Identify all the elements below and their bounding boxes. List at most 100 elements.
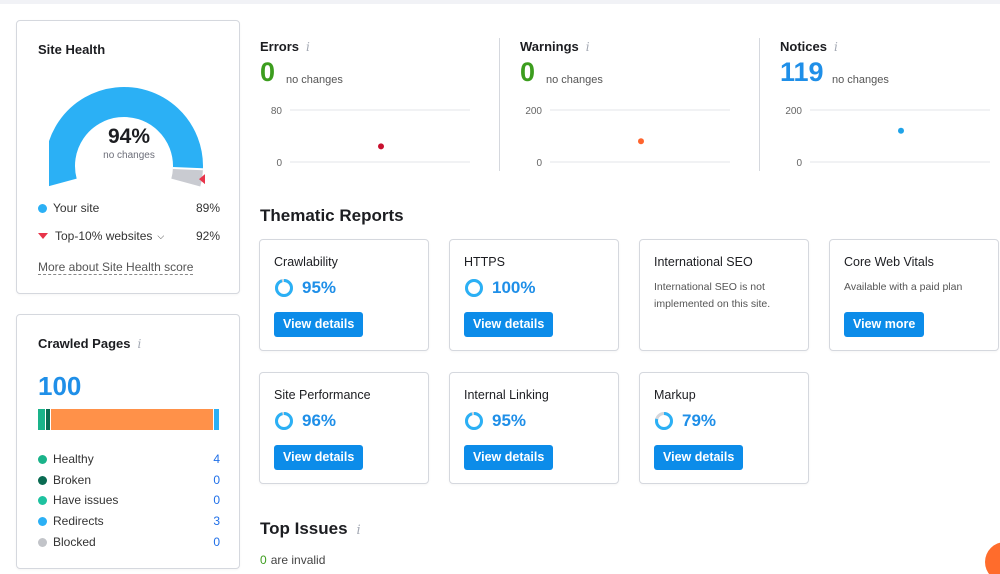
info-icon[interactable]: i <box>833 40 838 54</box>
report-score: 100% <box>464 277 535 299</box>
crawled-pages-title: Crawled Pages i <box>38 336 141 351</box>
top-issues-title-text: Top Issues <box>260 519 348 538</box>
crawl-row-count[interactable]: 3 <box>213 514 220 528</box>
info-icon[interactable]: i <box>137 337 142 351</box>
progress-ring-icon <box>275 412 293 430</box>
metric-title-text: Errors <box>260 39 300 54</box>
bar-segment <box>214 409 220 430</box>
site-health-card: Site Health 94% no changes Your site 89%… <box>16 20 240 294</box>
crawl-row-count[interactable]: 0 <box>213 535 220 549</box>
axis-tick-label: 0 <box>536 158 542 169</box>
report-card-core-web-vitals: Core Web Vitals Available with a paid pl… <box>829 239 999 351</box>
notices-sub: no changes <box>832 74 889 86</box>
crawled-pages-total[interactable]: 100 <box>38 371 82 401</box>
legend-your-site-value: 89% <box>195 201 220 215</box>
legend-your-site: Your site 89% <box>38 201 220 217</box>
legend-top10-value: 92% <box>195 229 220 243</box>
your-site-dot-icon <box>38 204 47 213</box>
view-details-button[interactable]: View details <box>274 445 364 470</box>
view-details-button[interactable]: View details <box>274 312 364 337</box>
info-icon[interactable]: i <box>306 40 310 54</box>
report-card-markup: Markup 79% View details <box>639 372 809 484</box>
report-card-https: HTTPS 100% View details <box>449 239 619 351</box>
axis-tick-label: 0 <box>796 158 802 169</box>
axis-tick-label: 0 <box>276 158 282 169</box>
crawl-row-count[interactable]: 0 <box>213 473 220 487</box>
legend-top10-label[interactable]: Top-10% websites <box>55 229 153 243</box>
report-score: 95% <box>274 277 336 299</box>
legend-top10[interactable]: Top-10% websites ⌵ 92% <box>38 229 220 245</box>
report-note: Available with a paid plan <box>844 281 963 293</box>
trend-point <box>898 127 904 134</box>
report-card-internal-linking: Internal Linking 95% View details <box>449 372 619 484</box>
have-issues-dot-icon <box>38 496 47 505</box>
gauge-your-site-arc <box>49 87 203 187</box>
view-details-button[interactable]: View details <box>654 445 744 470</box>
ring-progress <box>275 279 293 297</box>
report-pct: 95% <box>302 278 337 297</box>
view-details-button[interactable]: View details <box>464 312 554 337</box>
notices-value[interactable]: 119 <box>780 57 824 87</box>
crawled-pages-bar <box>38 409 220 430</box>
crawl-row-label: Broken <box>53 473 92 487</box>
issues-note-text: are invalid <box>270 553 326 567</box>
report-note: International SEO is not implemented on … <box>654 281 771 310</box>
info-icon[interactable]: i <box>585 40 590 54</box>
crawl-row-count[interactable]: 4 <box>213 452 220 466</box>
chevron-down-icon[interactable]: ⌵ <box>157 231 165 241</box>
report-card-crawlability: Crawlability 95% View details <box>259 239 429 351</box>
report-title: Crawlability <box>274 255 338 269</box>
progress-ring-icon <box>275 279 293 297</box>
crawl-row-blocked[interactable]: Blocked 0 <box>38 535 220 551</box>
trend-point <box>378 143 384 150</box>
report-score: 79% <box>654 410 716 432</box>
axis-tick-label: 200 <box>785 106 802 117</box>
issues-count: 0 <box>260 553 267 567</box>
errors-value[interactable]: 0 <box>260 57 276 87</box>
axis-tick-label: 80 <box>271 106 283 117</box>
crawl-row-healthy[interactable]: Healthy 4 <box>38 452 220 468</box>
report-title: Core Web Vitals <box>844 255 934 269</box>
crawl-row-broken[interactable]: Broken 0 <box>38 473 220 489</box>
ring-progress <box>275 412 293 430</box>
warnings-sub: no changes <box>546 74 603 86</box>
crawl-row-label: Redirects <box>53 514 104 528</box>
metric-errors[interactable]: Errors i 0 no changes 80 0 <box>260 38 490 176</box>
crawl-row-have-issues[interactable]: Have issues 0 <box>38 493 220 509</box>
metric-title-text: Notices <box>780 39 827 54</box>
healthy-dot-icon <box>38 455 47 464</box>
bar-segment <box>38 409 45 430</box>
errors-sub: no changes <box>286 74 343 86</box>
warnings-value[interactable]: 0 <box>520 57 536 87</box>
report-card-international-seo: International SEO International SEO is n… <box>639 239 809 351</box>
info-icon[interactable]: i <box>356 523 361 538</box>
metric-title: Errors i <box>260 39 310 54</box>
axis-tick-label: 200 <box>525 106 542 117</box>
ring-progress <box>655 412 673 430</box>
crawled-pages-title-text: Crawled Pages <box>38 336 131 351</box>
chat-bubble-icon[interactable] <box>985 542 1000 574</box>
report-pct: 96% <box>302 411 337 430</box>
metric-notices[interactable]: Notices i 119 no changes 200 0 <box>780 38 1000 176</box>
site-health-gauge <box>49 87 205 187</box>
progress-ring-icon <box>465 412 483 430</box>
crawl-row-label: Have issues <box>53 493 119 507</box>
report-pct: 95% <box>492 411 527 430</box>
metric-warnings[interactable]: Warnings i 0 no changes 200 0 <box>520 38 750 176</box>
crawl-row-count[interactable]: 0 <box>213 493 220 507</box>
top10-marker-icon <box>199 174 205 185</box>
thematic-reports-title: Thematic Reports <box>260 206 404 225</box>
bar-segment <box>50 409 214 430</box>
top-issues-title: Top Issues i <box>260 519 361 539</box>
triangle-down-icon <box>38 233 48 239</box>
view-more-button[interactable]: View more <box>844 312 925 337</box>
errors-trend-chart: 80 0 <box>271 106 470 169</box>
more-about-site-health-link[interactable]: More about Site Health score <box>38 260 194 275</box>
view-details-button[interactable]: View details <box>464 445 554 470</box>
bar-segment <box>45 409 50 430</box>
report-pct: 100% <box>492 278 536 297</box>
crawled-pages-card: Crawled Pages i 100 Healthy 4 Broken 0 Ha… <box>16 314 240 569</box>
crawl-row-redirects[interactable]: Redirects 3 <box>38 514 220 530</box>
trend-point <box>638 138 644 145</box>
